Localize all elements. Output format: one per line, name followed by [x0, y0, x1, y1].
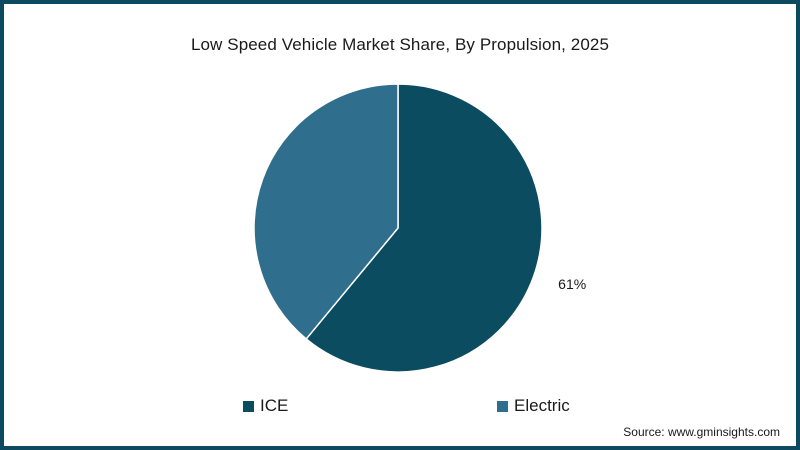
- data-label-ice: 61%: [558, 276, 586, 292]
- legend-label-electric: Electric: [514, 396, 570, 415]
- legend-item-electric: Electric: [497, 396, 570, 416]
- pie-slice-electric: [253, 83, 399, 341]
- legend-label-ice: ICE: [260, 396, 289, 415]
- pie-slices: [253, 83, 543, 373]
- chart-title: Low Speed Vehicle Market Share, By Propu…: [190, 35, 610, 54]
- legend-swatch-ice: [243, 400, 254, 412]
- pie-slice-ice: [305, 83, 543, 373]
- legend-swatch-electric: [497, 400, 508, 412]
- source-note: Source: www.gminsights.com: [623, 425, 780, 439]
- legend-item-ice: ICE: [243, 396, 288, 416]
- pie-labels: 61%: [558, 276, 586, 292]
